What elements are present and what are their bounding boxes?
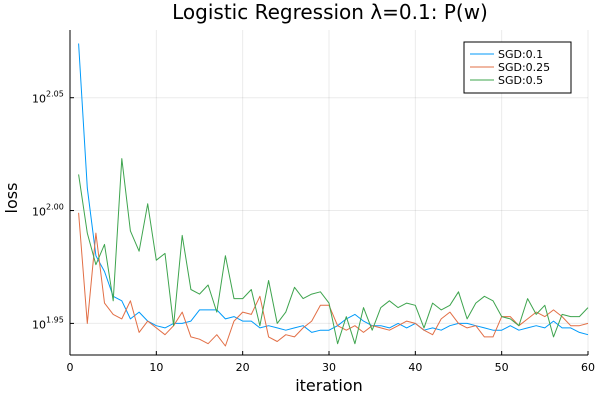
- x-tick-label: 20: [236, 361, 250, 374]
- y-tick-exponent: 2.05: [46, 90, 64, 99]
- x-tick-label: 50: [495, 361, 509, 374]
- x-tick-label: 10: [149, 361, 163, 374]
- y-tick-label: 102.05: [32, 90, 64, 106]
- series-line-1: [78, 43, 589, 336]
- x-tick-labels: 0 10 20 30 40 50 60: [67, 351, 595, 374]
- x-tick-label: 60: [581, 361, 595, 374]
- y-axis-label: loss: [2, 183, 21, 214]
- y-tick-label: 102.00: [32, 203, 64, 219]
- x-axis-label: iteration: [295, 376, 363, 395]
- x-tick-label: 40: [408, 361, 422, 374]
- series-lines: [78, 43, 589, 347]
- x-tick-label: 0: [67, 361, 74, 374]
- y-tick-exponent: 1.95: [46, 315, 64, 324]
- series-line-3: [78, 158, 589, 345]
- x-tick-label: 30: [322, 361, 336, 374]
- y-tick-labels: 101.95 102.00 102.05: [32, 90, 74, 331]
- legend-label-1: SGD:0.1: [498, 48, 543, 61]
- chart-title: Logistic Regression λ=0.1: P(w): [172, 0, 488, 24]
- y-tick-label: 101.95: [32, 315, 64, 331]
- legend-label-3: SGD:0.5: [498, 74, 543, 87]
- y-tick-exponent: 2.00: [46, 203, 64, 212]
- legend-label-2: SGD:0.25: [498, 61, 550, 74]
